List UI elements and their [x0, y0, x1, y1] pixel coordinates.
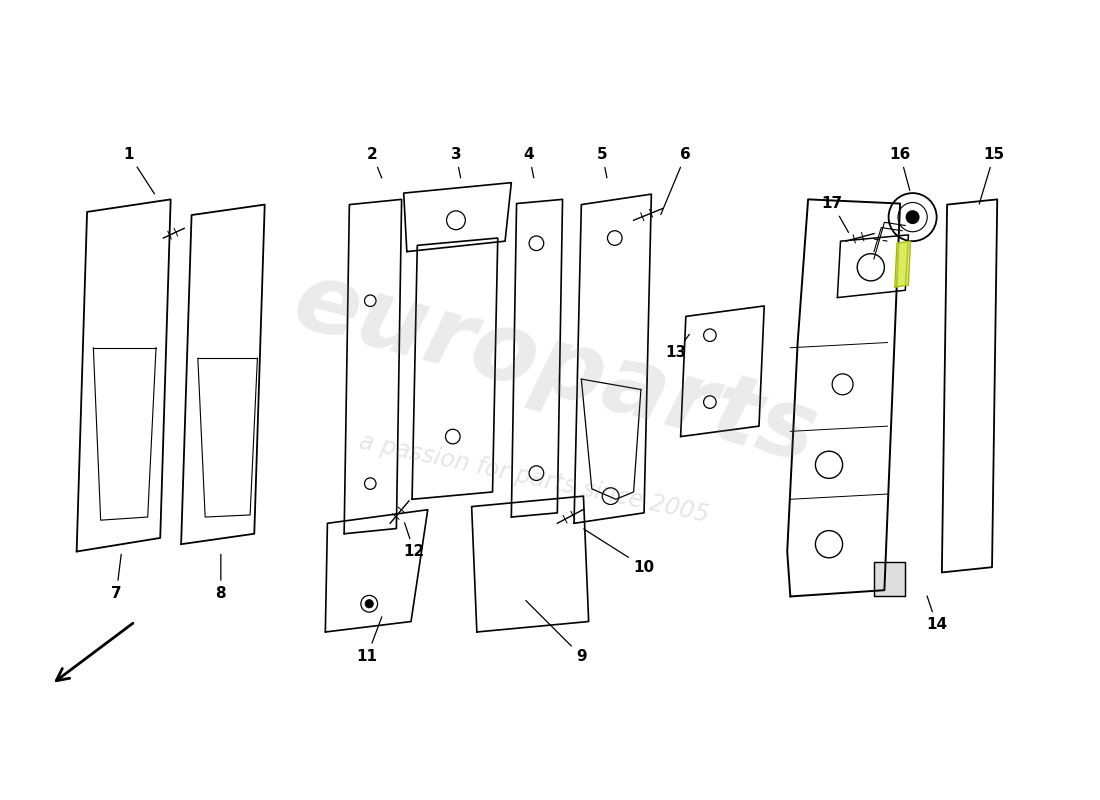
- Text: 12: 12: [404, 523, 425, 559]
- Text: 15: 15: [979, 147, 1004, 204]
- Text: 6: 6: [661, 147, 691, 214]
- Polygon shape: [873, 562, 905, 597]
- Text: 11: 11: [356, 617, 382, 663]
- Circle shape: [906, 211, 918, 223]
- Text: 10: 10: [584, 529, 654, 574]
- Circle shape: [365, 599, 373, 608]
- Text: 2: 2: [367, 147, 382, 178]
- Text: 13: 13: [664, 334, 690, 361]
- Text: 1: 1: [123, 147, 154, 194]
- Text: 14: 14: [926, 596, 947, 632]
- Polygon shape: [894, 241, 911, 287]
- Text: 5: 5: [597, 147, 607, 178]
- Text: 16: 16: [890, 147, 911, 190]
- Text: 3: 3: [451, 147, 461, 178]
- Text: 4: 4: [524, 147, 535, 178]
- Text: 17: 17: [822, 196, 848, 233]
- Text: 7: 7: [111, 554, 122, 601]
- Text: a passion for parts since 2005: a passion for parts since 2005: [358, 430, 712, 527]
- Text: europarts: europarts: [284, 254, 827, 483]
- Text: 8: 8: [216, 554, 227, 601]
- Text: 9: 9: [526, 601, 586, 663]
